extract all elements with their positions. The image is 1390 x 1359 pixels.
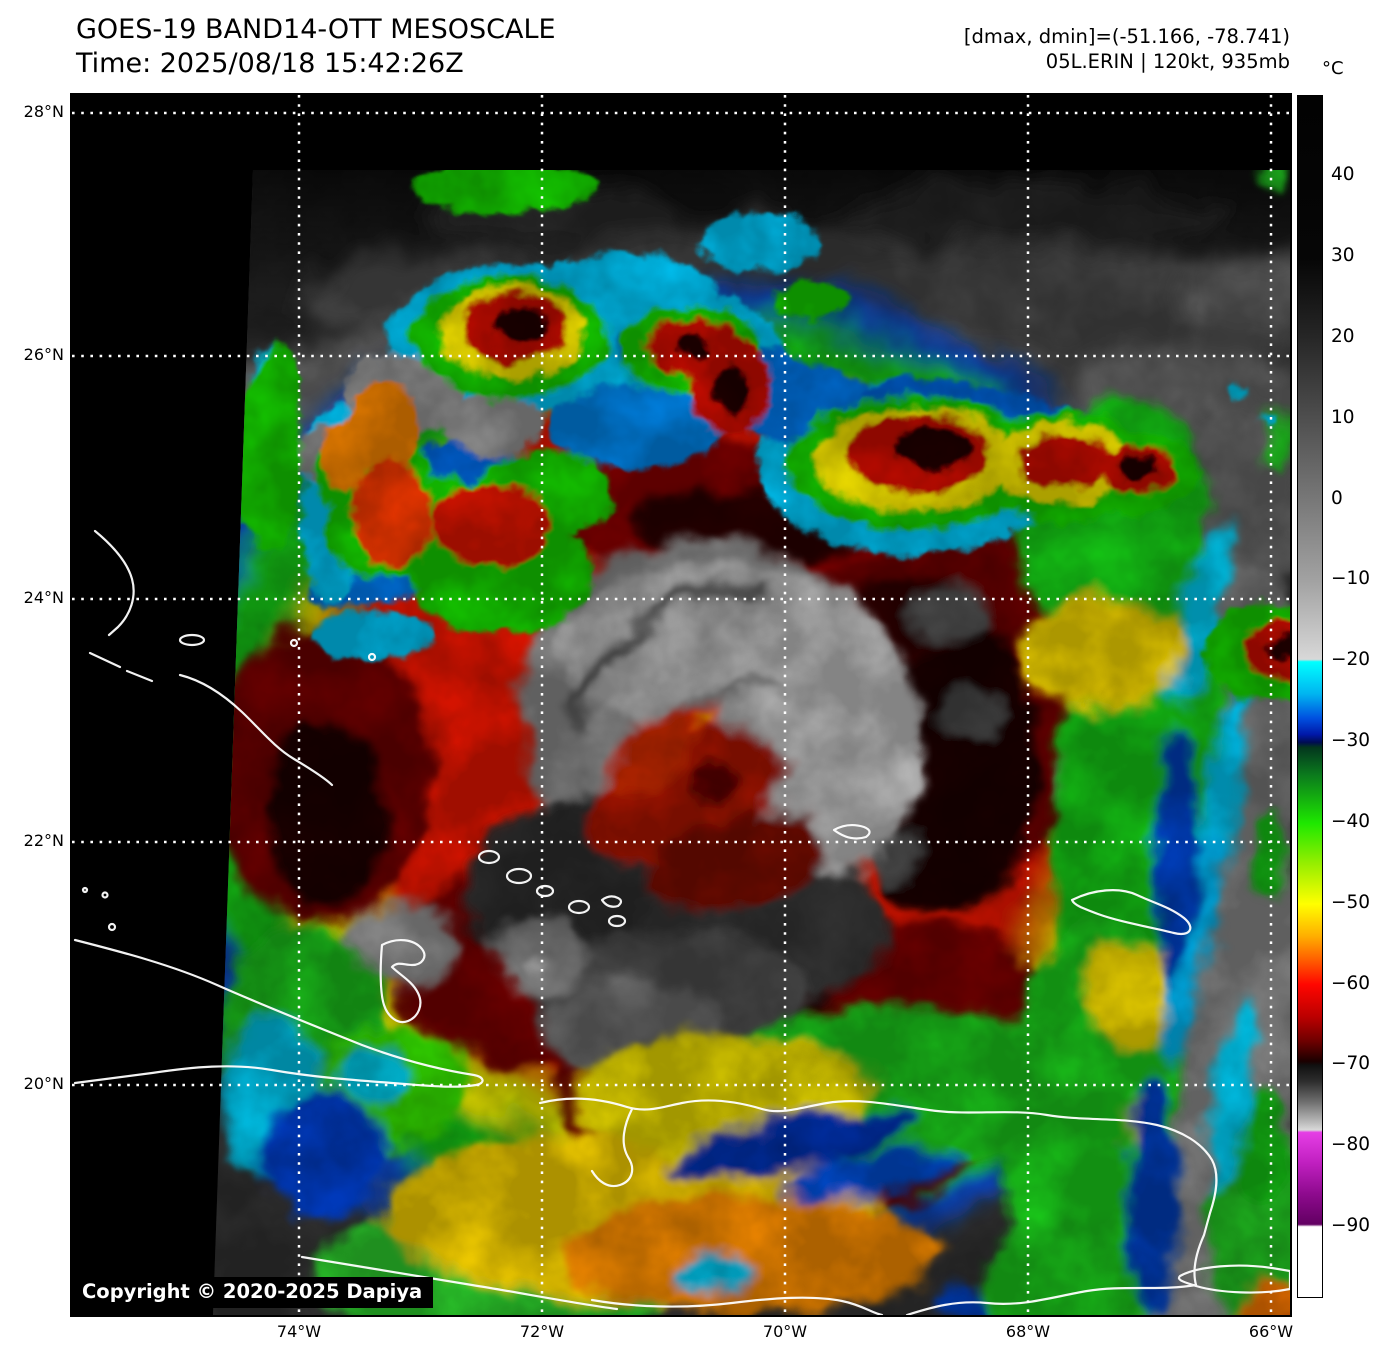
coastline-haiti-west xyxy=(590,1107,634,1188)
storm-info-block: [dmax, dmin]=(-51.166, -78.741) 05L.ERIN… xyxy=(600,24,1290,74)
coastline-islet xyxy=(367,652,377,662)
lon-tick-label: 66°W xyxy=(1248,1322,1294,1341)
colorbar-tick-label: −40 xyxy=(1331,810,1371,832)
coastline-turks xyxy=(477,849,501,865)
colorbar-tick-label: −80 xyxy=(1331,1134,1371,1156)
colorbar-tick-label: 40 xyxy=(1331,164,1355,186)
coastline-eleuthera xyxy=(93,529,135,637)
lat-tick-label: 28°N xyxy=(23,102,64,121)
colorbar-tick-label: 20 xyxy=(1331,325,1355,347)
colorbar-tick-label: −60 xyxy=(1331,972,1371,994)
dmax-dmin-readout: [dmax, dmin]=(-51.166, -78.741) xyxy=(963,25,1290,48)
lat-tick-label: 24°N xyxy=(23,588,64,607)
infrared-imagery xyxy=(213,170,1290,1315)
lat-tick-label: 22°N xyxy=(23,831,64,850)
coastline-tiburon-peninsula xyxy=(590,1296,884,1315)
coastline-crooked-acklins xyxy=(379,939,426,1024)
coastline-turks xyxy=(505,867,533,885)
cloud-texture-overlay xyxy=(213,170,1290,1315)
colorbar-tick-label: −50 xyxy=(1331,891,1371,913)
colorbar-tick-label: −90 xyxy=(1331,1215,1371,1237)
coastline-turks xyxy=(607,914,627,928)
colorbar-tick-label: 0 xyxy=(1331,487,1343,509)
temperature-colorbar xyxy=(1297,95,1323,1298)
coastline-islet xyxy=(81,886,89,894)
colorbar-tick-label: 30 xyxy=(1331,245,1355,267)
coastline-islet xyxy=(178,633,206,647)
lat-tick-label: 20°N xyxy=(23,1074,64,1093)
satellite-map-canvas xyxy=(70,93,1292,1317)
coastline-great-inagua xyxy=(1070,889,1192,936)
coastline-hispaniola-south xyxy=(905,1283,1198,1315)
coastline-islet xyxy=(600,895,623,908)
coastline-mayaguana xyxy=(832,823,871,840)
colorbar-tick-label: 10 xyxy=(1331,406,1355,428)
coastline-cat-island xyxy=(178,673,334,787)
lon-tick-label: 68°W xyxy=(1005,1322,1051,1341)
coastline-turks xyxy=(535,884,555,898)
coastline-puerto-rico xyxy=(1177,1264,1290,1294)
coastline-long-island xyxy=(88,651,154,683)
coastline-islet xyxy=(107,922,117,932)
colorbar-tick-label: −10 xyxy=(1331,568,1371,590)
latlon-gridlines xyxy=(72,95,1290,1315)
lat-tick-label: 26°N xyxy=(23,345,64,364)
colorbar-tick-label: −30 xyxy=(1331,730,1371,752)
coastline-islet xyxy=(101,891,109,899)
coastline-turks xyxy=(567,899,591,915)
colorbar-unit-label: °C xyxy=(1322,58,1344,79)
lon-tick-label: 72°W xyxy=(519,1322,565,1341)
colorbar-tick-label: −20 xyxy=(1331,649,1371,671)
copyright-watermark: Copyright © 2020-2025 Dapiya xyxy=(74,1277,434,1308)
page-title: GOES-19 BAND14-OTT MESOSCALE xyxy=(76,14,556,45)
coastline-hispaniola-north xyxy=(538,1097,1218,1287)
coastline-islet xyxy=(289,638,299,648)
lon-tick-label: 74°W xyxy=(276,1322,322,1341)
coastline-cuba-southwest xyxy=(300,1255,619,1311)
colorbar-tick-label: −70 xyxy=(1331,1053,1371,1075)
storm-id-intensity: 05L.ERIN | 120kt, 935mb xyxy=(1045,50,1290,73)
lon-tick-label: 70°W xyxy=(762,1322,808,1341)
timestamp-line: Time: 2025/08/18 15:42:26Z xyxy=(76,48,464,79)
